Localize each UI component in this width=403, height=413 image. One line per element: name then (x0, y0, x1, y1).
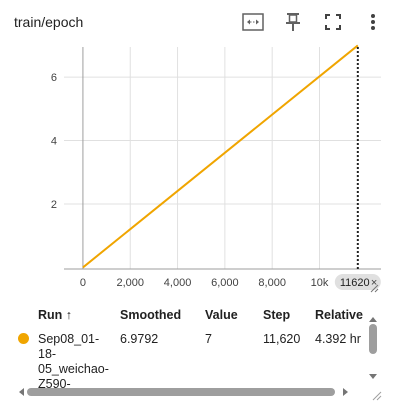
scroll-left-icon[interactable] (19, 388, 24, 396)
fullscreen-button[interactable] (321, 10, 345, 34)
header-value[interactable]: Value (205, 308, 238, 322)
x-tick-label: 6,000 (211, 277, 239, 289)
scroll-up-icon[interactable] (369, 317, 377, 322)
x-tick-label: 8,000 (258, 277, 286, 289)
run-data-table: Run ↑ Smoothed Value Step Relative Sep08… (0, 304, 403, 413)
cell-smoothed: 6.9792 (120, 332, 159, 346)
horizontal-scrollbar[interactable] (18, 386, 363, 398)
fit-domain-icon (242, 13, 264, 31)
y-tick-label: 2 (51, 199, 57, 211)
card-header: train/epoch (0, 0, 403, 44)
more-vert-icon (371, 14, 375, 30)
step-cursor-chip[interactable] (334, 274, 381, 290)
horizontal-scroll-thumb[interactable] (27, 388, 335, 396)
pin-button[interactable] (281, 10, 305, 34)
x-tick-label: 4,000 (164, 277, 192, 289)
chart-svg[interactable]: 0 2,000 4,000 6,000 8,000 10k 2 4 6 11620 × (0, 44, 403, 306)
vertical-scrollbar[interactable] (366, 316, 380, 400)
run-name-line: Sep08_01- (38, 332, 100, 346)
x-tick-label: 10k (311, 277, 329, 289)
vertical-scroll-thumb[interactable] (369, 324, 377, 354)
series-line (82, 44, 359, 269)
cell-relative: 4.392 hr (315, 332, 361, 346)
more-options-button[interactable] (361, 10, 385, 34)
header-relative[interactable]: Relative (315, 308, 363, 322)
close-icon[interactable]: × (371, 277, 377, 289)
fullscreen-icon (325, 14, 341, 30)
scroll-down-icon[interactable] (369, 374, 377, 379)
table-resize-icon[interactable] (372, 391, 382, 401)
line-chart[interactable]: 0 2,000 4,000 6,000 8,000 10k 2 4 6 11620 × (0, 44, 403, 306)
run-name-line: 18- (38, 347, 57, 361)
header-run[interactable]: Run ↑ (38, 308, 73, 322)
header-smoothed[interactable]: Smoothed (120, 308, 182, 322)
cell-value: 7 (205, 332, 212, 346)
scroll-right-icon[interactable] (343, 388, 348, 396)
x-tick-label: 2,000 (116, 277, 144, 289)
step-cursor-label: 11620 (340, 277, 370, 289)
cell-step: 11,620 (263, 332, 301, 346)
run-name: Sep08_01- 18- 05_weichao- Z590- (38, 332, 116, 392)
fit-domain-button[interactable] (241, 10, 265, 34)
y-tick-label: 4 (51, 136, 57, 148)
card-title: train/epoch (14, 14, 84, 30)
run-name-line: 05_weichao- (38, 362, 109, 376)
x-tick-label: 0 (80, 277, 86, 289)
y-tick-label: 6 (51, 72, 57, 84)
pin-icon (286, 13, 300, 31)
run-color-dot (18, 333, 29, 344)
header-step[interactable]: Step (263, 308, 291, 322)
chart-resize-icon[interactable] (370, 284, 379, 293)
run-name-line: Z590- (38, 377, 71, 391)
